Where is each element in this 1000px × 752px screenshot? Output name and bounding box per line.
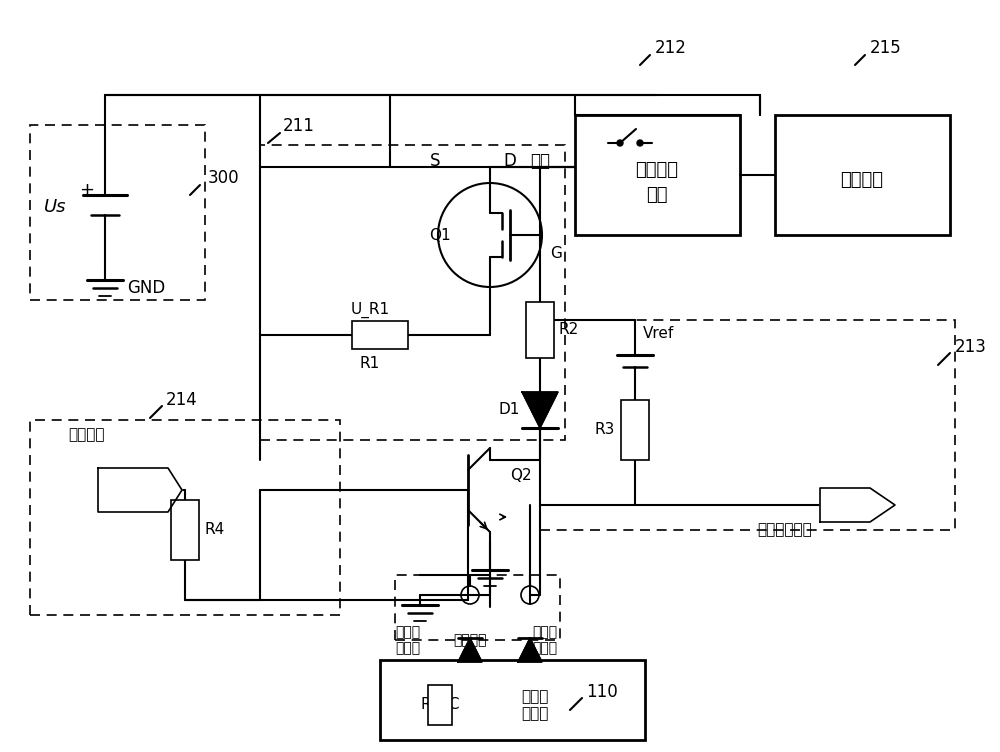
Text: 检测结果信号: 检测结果信号 — [758, 523, 812, 538]
Text: R1: R1 — [360, 356, 380, 371]
Text: R4: R4 — [205, 523, 225, 538]
Text: D: D — [504, 152, 516, 170]
Text: 控制模块: 控制模块 — [840, 171, 884, 189]
Text: 充电接口: 充电接口 — [453, 633, 487, 647]
Text: 电源管理: 电源管理 — [636, 161, 678, 179]
Text: 212: 212 — [655, 39, 687, 57]
Polygon shape — [518, 638, 542, 662]
Polygon shape — [820, 488, 895, 522]
Text: D1: D1 — [498, 402, 519, 417]
Polygon shape — [98, 468, 182, 512]
Text: R2: R2 — [558, 323, 578, 338]
Text: +: + — [80, 181, 94, 199]
Text: 唤醒: 唤醒 — [530, 152, 550, 170]
Text: R_CC: R_CC — [420, 697, 460, 713]
Text: 214: 214 — [166, 391, 198, 409]
Text: U_R1: U_R1 — [350, 302, 390, 318]
Text: 切换信号: 切换信号 — [68, 427, 104, 442]
Text: Vref: Vref — [643, 326, 674, 341]
Bar — [352, 321, 408, 349]
Text: S: S — [430, 152, 440, 170]
Text: 215: 215 — [870, 39, 902, 57]
Bar — [428, 685, 452, 725]
Circle shape — [617, 140, 623, 146]
Bar — [575, 115, 740, 235]
Polygon shape — [522, 392, 558, 428]
Text: 连接确
认接口: 连接确 认接口 — [532, 625, 558, 655]
Text: Us: Us — [44, 198, 66, 216]
Circle shape — [637, 140, 643, 146]
Text: 211: 211 — [283, 117, 315, 135]
Text: Q2: Q2 — [510, 468, 532, 484]
Polygon shape — [458, 638, 482, 662]
Text: 模块: 模块 — [646, 186, 668, 204]
Text: 外部充
电插头: 外部充 电插头 — [521, 689, 549, 721]
Bar — [171, 500, 199, 560]
Text: 213: 213 — [955, 338, 987, 356]
Text: R3: R3 — [595, 423, 615, 438]
Text: G: G — [550, 245, 562, 260]
Text: Q1: Q1 — [429, 228, 451, 242]
Text: GND: GND — [127, 279, 165, 297]
Bar — [380, 660, 645, 740]
Text: 300: 300 — [208, 169, 240, 187]
Text: 保护接
地接口: 保护接 地接口 — [395, 625, 421, 655]
Bar — [775, 115, 950, 235]
Bar — [526, 302, 554, 358]
Bar — [621, 400, 649, 460]
Text: 110: 110 — [586, 683, 618, 701]
